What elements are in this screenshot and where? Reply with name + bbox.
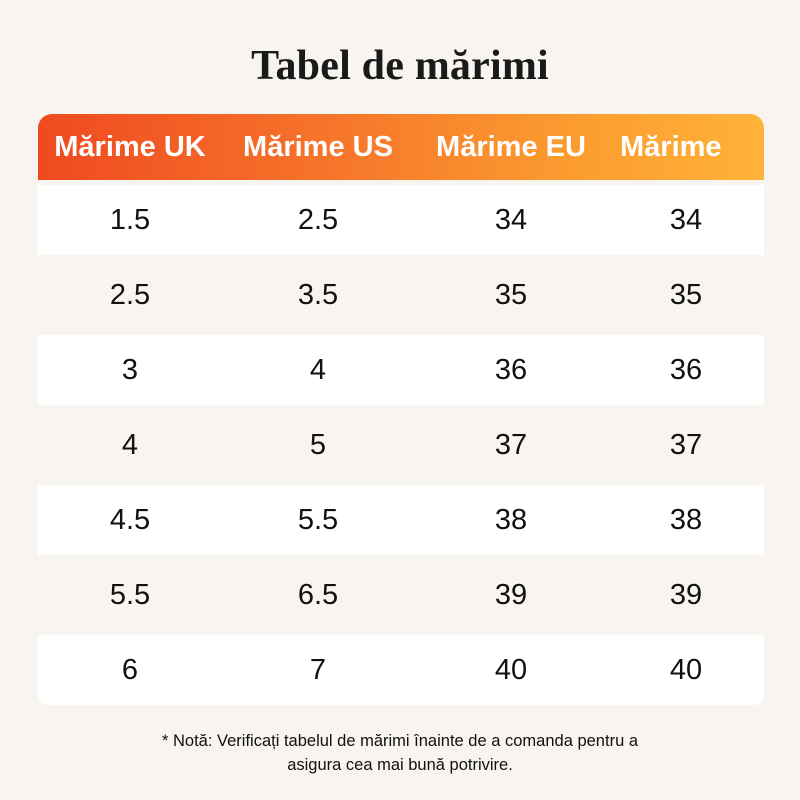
table-cell-us: 7 <box>309 654 327 686</box>
table-cell-eu: 40 <box>494 654 528 686</box>
table-cell-eu: 35 <box>494 279 528 311</box>
footnote: * Notă: Verificați tabelul de mărimi îna… <box>60 729 740 777</box>
table-cell-eu: 37 <box>494 429 528 461</box>
table-cell-us: 2.5 <box>297 204 339 236</box>
table-cell-us: 4 <box>309 354 327 386</box>
size-table: Mărime UK Mărime US Mărime EU Mărime 1.5… <box>38 114 764 705</box>
table-cell-uk: 4 <box>121 429 139 461</box>
table-row: 6 7 40 40 <box>38 635 764 705</box>
table-row: 3 4 36 36 <box>38 335 764 405</box>
table-cell-us: 5 <box>309 429 327 461</box>
footnote-line-2: asigura cea mai bună potrivire. <box>287 756 513 774</box>
table-cell-eu: 36 <box>494 354 528 386</box>
table-header-row: Mărime UK Mărime US Mărime EU Mărime <box>38 114 764 180</box>
table-cell-size: 40 <box>669 654 703 686</box>
table-row: 4.5 5.5 38 38 <box>38 485 764 555</box>
table-row: 4 5 37 37 <box>38 410 764 480</box>
table-cell-size: 38 <box>669 504 703 536</box>
table-cell-size: 34 <box>669 204 703 236</box>
footnote-line-1: * Notă: Verificați tabelul de mărimi îna… <box>161 732 639 750</box>
table-row: 2.5 3.5 35 35 <box>38 260 764 330</box>
table-cell-uk: 2.5 <box>109 279 151 311</box>
table-cell-uk: 5.5 <box>109 579 151 611</box>
table-row: 5.5 6.5 39 39 <box>38 560 764 630</box>
table-cell-uk: 6 <box>121 654 139 686</box>
table-cell-eu: 34 <box>494 204 528 236</box>
table-cell-uk: 4.5 <box>109 504 151 536</box>
table-cell-uk: 1.5 <box>109 204 151 236</box>
table-cell-us: 6.5 <box>297 579 339 611</box>
column-header-uk: Mărime UK <box>54 131 206 163</box>
table-cell-eu: 38 <box>494 504 528 536</box>
table-cell-us: 5.5 <box>297 504 339 536</box>
column-header-size: Mărime <box>620 131 722 163</box>
table-cell-size: 36 <box>669 354 703 386</box>
column-header-us: Mărime US <box>243 131 393 163</box>
table-cell-size: 39 <box>669 579 703 611</box>
table-cell-eu: 39 <box>494 579 528 611</box>
page-title: Tabel de mărimi <box>251 43 549 89</box>
table-cell-size: 35 <box>669 279 703 311</box>
table-cell-uk: 3 <box>121 354 139 386</box>
column-header-eu: Mărime EU <box>436 131 586 163</box>
table-row: 1.5 2.5 34 34 <box>38 185 764 255</box>
table-cell-size: 37 <box>669 429 703 461</box>
table-cell-us: 3.5 <box>297 279 339 311</box>
